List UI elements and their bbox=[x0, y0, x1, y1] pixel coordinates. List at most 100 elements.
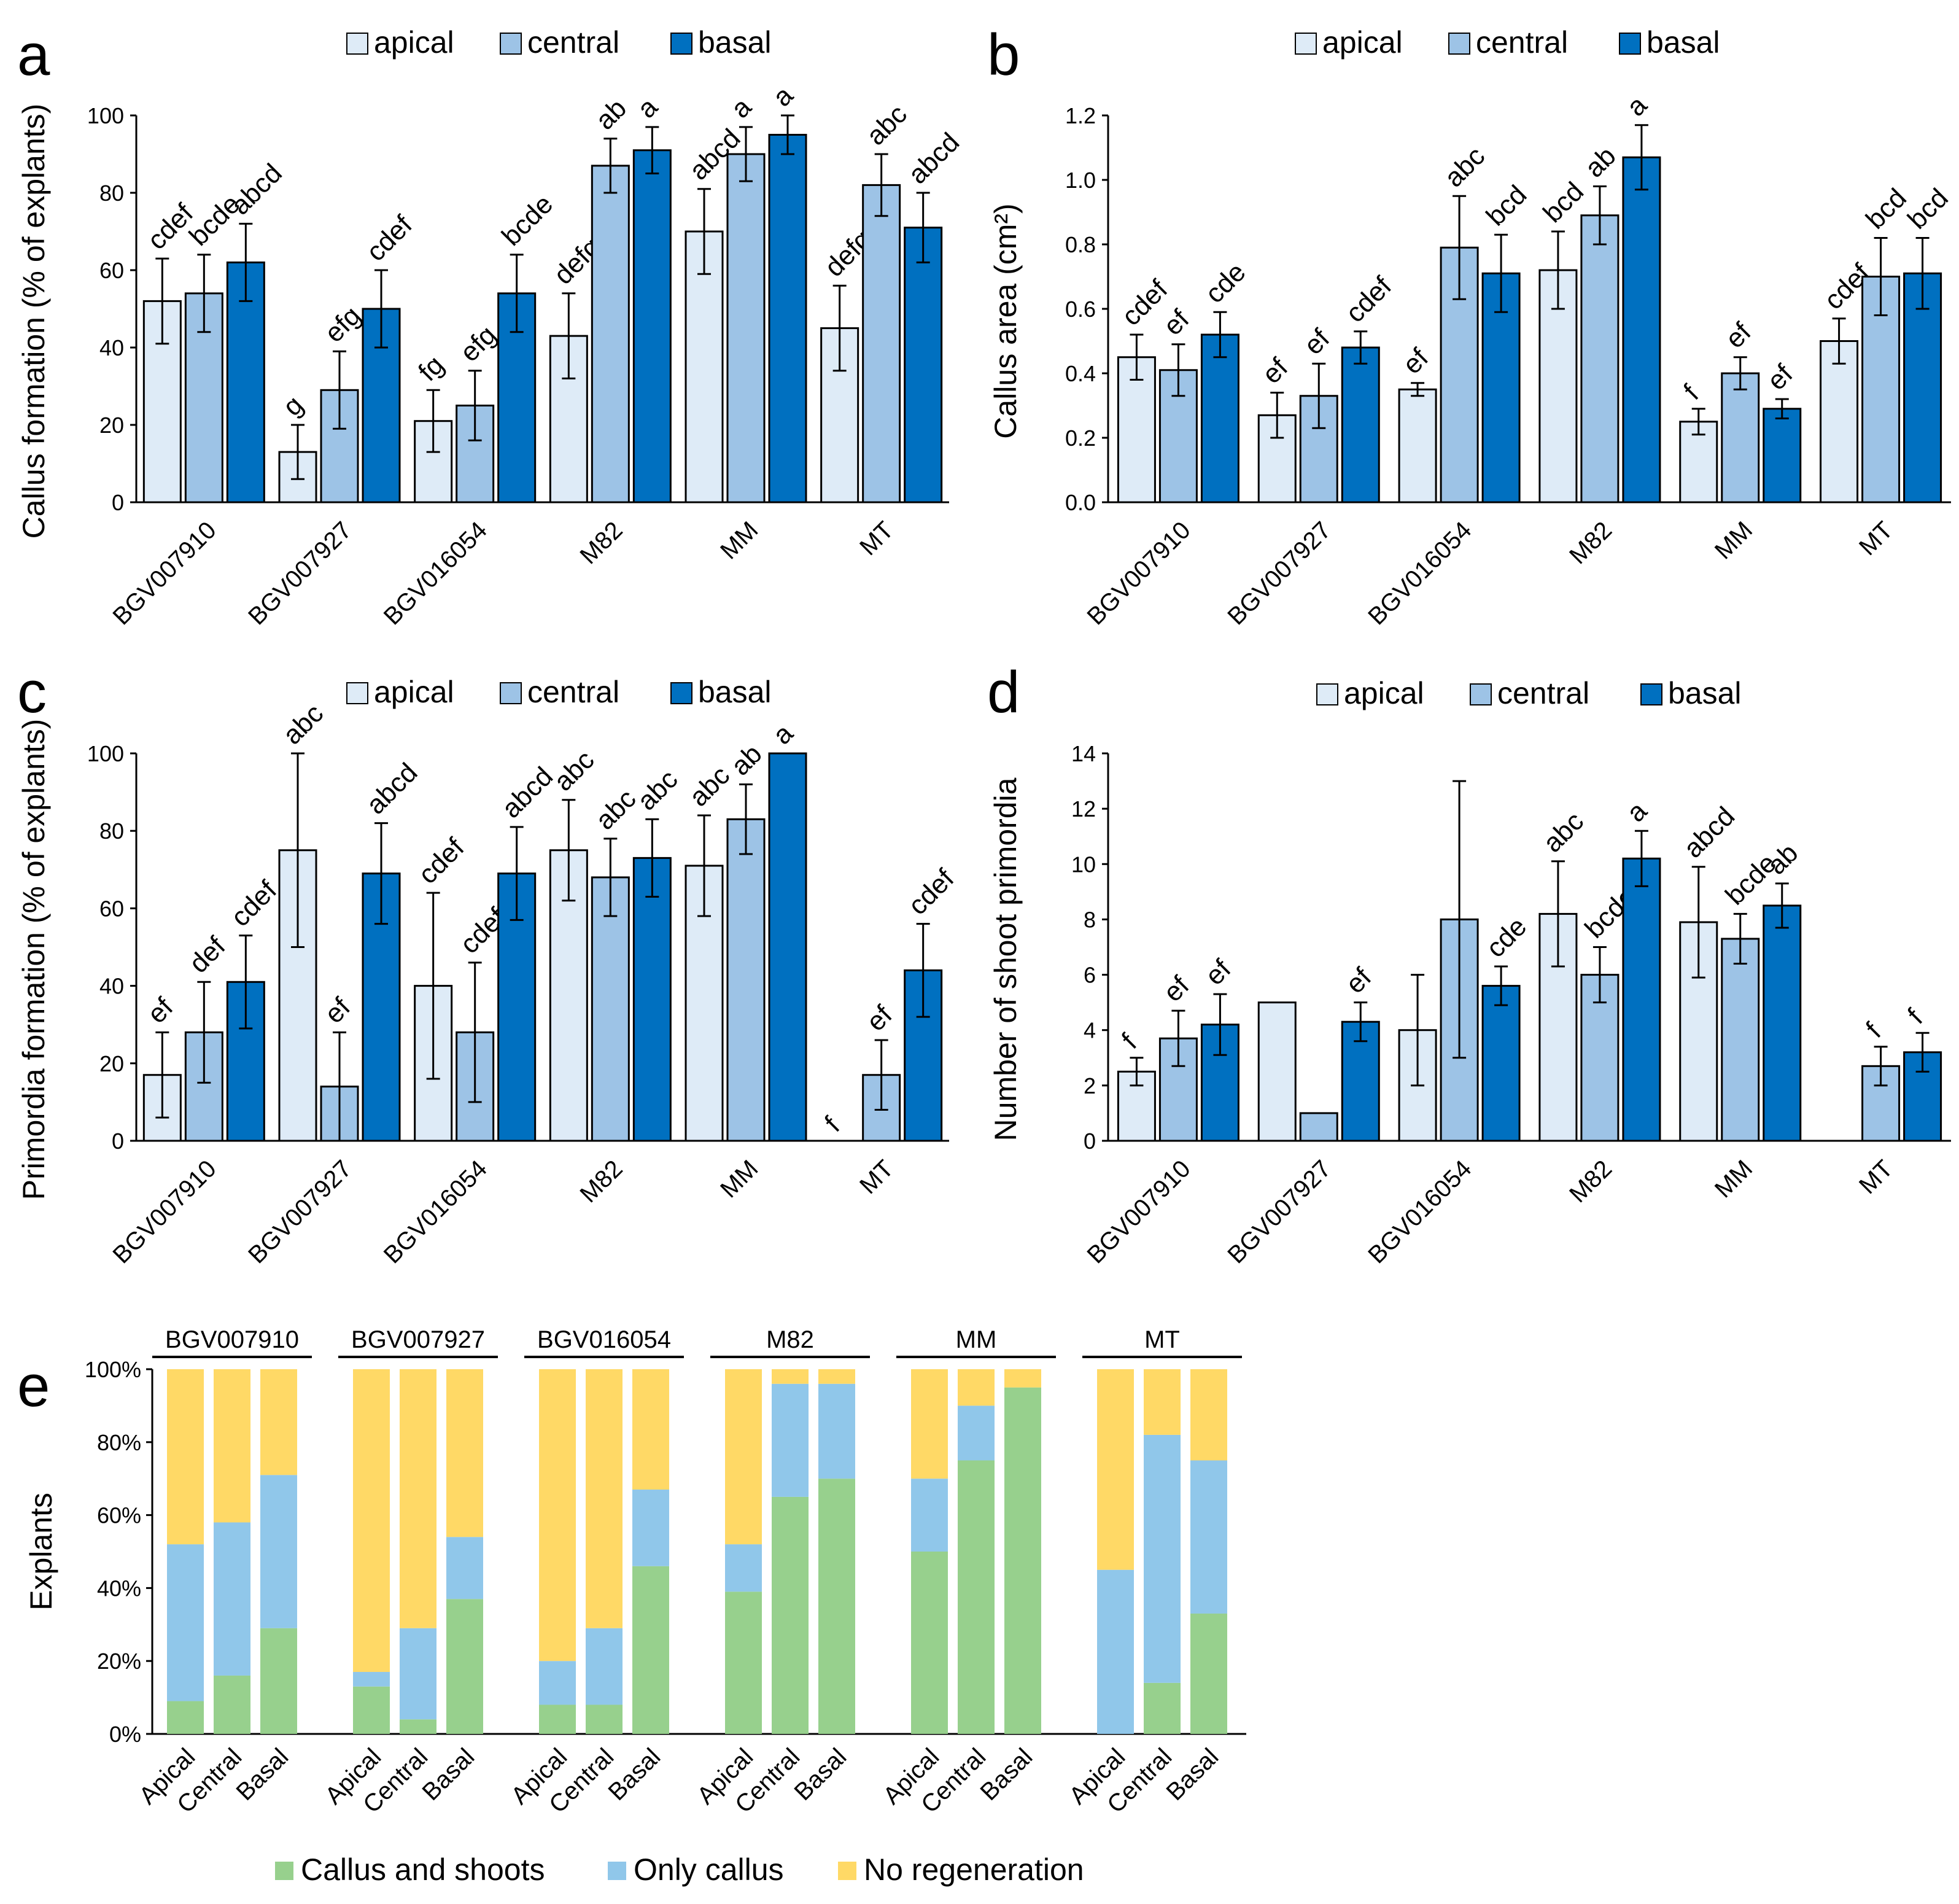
stacked-segment-no-regeneration bbox=[911, 1369, 948, 1479]
significance-letter: cdef bbox=[225, 875, 283, 933]
significance-letter: cdef bbox=[1340, 271, 1398, 328]
x-category-label: BGV007927 bbox=[1222, 516, 1336, 630]
stacked-segment-no-regeneration bbox=[1097, 1369, 1134, 1570]
y-tick-label: 12 bbox=[1071, 796, 1096, 822]
x-category-label: MT bbox=[1854, 516, 1898, 561]
y-tick-label: 80 bbox=[99, 818, 124, 844]
stacked-segment-no-regeneration bbox=[539, 1369, 576, 1661]
significance-letter: f bbox=[819, 1111, 846, 1138]
x-category-label: M82 bbox=[1564, 516, 1617, 569]
y-axis-label: Callus formation (% of explants) bbox=[17, 104, 51, 539]
significance-letter: abcd bbox=[496, 761, 559, 824]
bar-basal bbox=[1622, 857, 1661, 1142]
x-category-label: MT bbox=[1854, 1155, 1898, 1199]
significance-letter: abc bbox=[632, 764, 684, 817]
significance-letter: cde bbox=[1200, 257, 1252, 309]
y-axis-label: Callus area (cm²) bbox=[988, 203, 1023, 438]
stacked-segment-no-regeneration bbox=[1144, 1369, 1181, 1435]
bar-central bbox=[1861, 276, 1901, 503]
significance-letter: f bbox=[1860, 1017, 1887, 1044]
stacked-segment-no-regeneration bbox=[400, 1369, 436, 1628]
x-category-label: BGV007927 bbox=[1222, 1155, 1336, 1269]
bar-basal bbox=[1341, 346, 1380, 503]
x-category-label: BGV016054 bbox=[1363, 516, 1476, 630]
bar-central bbox=[726, 153, 766, 503]
stacked-segment-only-callus bbox=[1097, 1569, 1134, 1734]
y-tick-label: 1.2 bbox=[1065, 103, 1096, 128]
group-label: BGV016054 bbox=[537, 1326, 671, 1353]
significance-letter: a bbox=[1621, 796, 1653, 828]
y-tick-label: 60% bbox=[97, 1503, 141, 1528]
x-category-label: MM bbox=[715, 1155, 763, 1203]
x-category-label: MM bbox=[1710, 516, 1758, 564]
stacked-segment-only-callus bbox=[911, 1479, 948, 1552]
legend-swatch-apical bbox=[1316, 683, 1338, 705]
y-tick-label: 40 bbox=[99, 335, 124, 360]
bar-central bbox=[1721, 938, 1760, 1142]
bar-basal bbox=[768, 752, 807, 1142]
stacked-segment-callus-and-shoots bbox=[260, 1628, 297, 1734]
bar-central bbox=[1580, 214, 1620, 503]
x-category-label: BGV007910 bbox=[1082, 516, 1196, 630]
stacked-segment-only-callus bbox=[400, 1628, 436, 1720]
panel-letter: a bbox=[17, 22, 50, 88]
stacked-segment-only-callus bbox=[772, 1383, 809, 1497]
stacked-segment-only-callus bbox=[1190, 1460, 1227, 1614]
legend-label: No regeneration bbox=[864, 1852, 1084, 1887]
legend-swatch-no-regeneration bbox=[838, 1862, 856, 1880]
significance-letter: abc bbox=[590, 783, 642, 836]
y-tick-label: 100 bbox=[87, 103, 124, 128]
group-label: BGV007910 bbox=[165, 1326, 299, 1353]
y-axis-label: Primordia formation (% of explants) bbox=[17, 719, 51, 1200]
legend-label-central: central bbox=[1476, 25, 1568, 60]
x-category-label: BGV007927 bbox=[243, 1155, 357, 1269]
bar-apical bbox=[1257, 1001, 1297, 1142]
bar-basal bbox=[1903, 272, 1942, 503]
significance-letter: f bbox=[1902, 1003, 1929, 1030]
panel-letter: b bbox=[987, 22, 1020, 88]
bar-basal bbox=[904, 227, 943, 503]
panel-letter: e bbox=[17, 1353, 50, 1419]
stacked-segment-callus-and-shoots bbox=[353, 1686, 390, 1734]
y-tick-label: 0% bbox=[109, 1722, 141, 1747]
significance-letter: a bbox=[725, 92, 757, 124]
significance-letter: a bbox=[632, 92, 664, 124]
stacked-segment-no-regeneration bbox=[214, 1369, 250, 1523]
x-category-label: MM bbox=[715, 516, 763, 564]
y-tick-label: 40% bbox=[97, 1576, 141, 1601]
stacked-segment-no-regeneration bbox=[353, 1369, 390, 1673]
significance-letter: cdef bbox=[413, 832, 470, 890]
group-label: M82 bbox=[766, 1326, 814, 1353]
x-category-label: MT bbox=[855, 516, 899, 561]
significance-letter: ef bbox=[319, 992, 356, 1029]
stacked-segment-callus-and-shoots bbox=[958, 1460, 995, 1734]
x-category-label: BGV016054 bbox=[379, 516, 492, 630]
y-tick-label: 20% bbox=[97, 1649, 141, 1674]
panel-b: b apical central basal 0.0 0.2 0.4 0.6 0.8 1.0 1.2… bbox=[987, 22, 1954, 630]
bar-central bbox=[591, 165, 630, 503]
group-label: MT bbox=[1144, 1326, 1180, 1353]
panel-e: e0%20%40%60%80%100%ExplantsBGV007910Apic… bbox=[17, 1326, 1246, 1887]
legend-swatch-apical bbox=[1295, 33, 1317, 55]
y-tick-label: 10 bbox=[1071, 852, 1096, 877]
stacked-segment-no-regeneration bbox=[632, 1369, 669, 1490]
significance-letter: a bbox=[1621, 90, 1653, 122]
legend-swatch-central bbox=[500, 33, 522, 55]
stacked-segment-only-callus bbox=[586, 1628, 623, 1705]
bar-central bbox=[862, 184, 901, 503]
stacked-segment-no-regeneration bbox=[586, 1369, 623, 1628]
stacked-segment-no-regeneration bbox=[958, 1369, 995, 1406]
bar-basal bbox=[1481, 985, 1521, 1142]
stacked-segment-only-callus bbox=[214, 1522, 250, 1676]
stacked-segment-only-callus bbox=[725, 1544, 762, 1592]
x-category-label: BGV007910 bbox=[107, 516, 221, 630]
stacked-segment-only-callus bbox=[446, 1537, 483, 1599]
position-label: Basal bbox=[231, 1743, 293, 1806]
y-tick-label: 80 bbox=[99, 181, 124, 206]
significance-letter: ef bbox=[1257, 352, 1294, 389]
significance-letter: fg bbox=[413, 350, 450, 387]
significance-letter: ef bbox=[1720, 317, 1757, 354]
legend-label-basal: basal bbox=[1668, 676, 1742, 710]
significance-letter: ab bbox=[1579, 141, 1621, 183]
